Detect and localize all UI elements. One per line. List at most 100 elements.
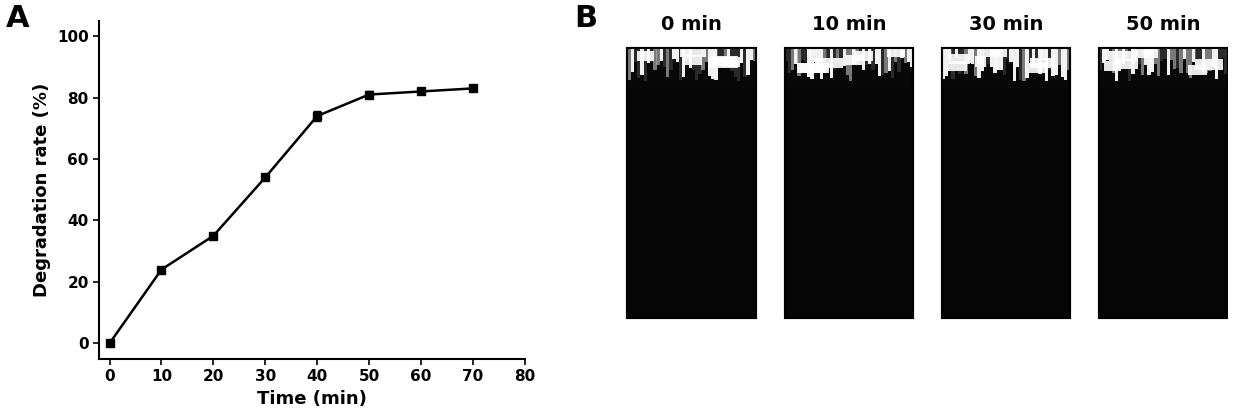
Bar [627,48,756,318]
Bar [683,55,702,65]
Bar [653,48,656,70]
Bar [967,48,971,63]
Bar [1032,48,1035,65]
Bar [898,48,900,72]
Bar [1137,48,1141,64]
Bar [949,54,971,64]
Y-axis label: Degradation rate (%): Degradation rate (%) [33,83,52,297]
Bar [702,48,704,70]
Bar [1019,48,1022,80]
Bar [847,55,862,65]
Bar [973,48,977,75]
Bar [686,48,688,60]
Bar [872,48,874,70]
Bar [1035,48,1038,71]
Bar [1099,88,1228,318]
Bar [975,56,986,67]
Bar [785,48,913,318]
Text: 30 min: 30 min [968,15,1043,34]
Bar [644,48,647,81]
Bar [836,48,839,63]
Bar [858,48,862,59]
Bar [884,48,888,73]
Bar [1118,48,1122,65]
Bar [990,48,993,67]
Bar [811,48,813,79]
Bar [949,61,966,71]
Bar [634,48,637,62]
Bar [785,88,913,318]
Bar [852,48,856,64]
Bar [1202,48,1205,72]
Bar [1099,48,1228,318]
Bar [750,48,753,60]
Bar [801,48,804,60]
Bar [856,48,859,65]
Bar [874,48,878,64]
Bar [890,48,894,78]
Bar [694,48,698,80]
Bar [813,48,817,63]
Bar [660,48,663,61]
Bar [1177,48,1179,68]
Bar [1125,48,1128,60]
Bar [1157,48,1161,76]
Bar [983,48,987,67]
Bar [894,48,898,63]
Bar [1115,48,1118,81]
Bar [1016,48,1019,67]
Bar [640,48,644,75]
Bar [627,48,631,80]
Bar [637,48,641,78]
Bar [787,48,791,73]
Bar [961,48,965,62]
Bar [833,48,836,70]
Bar [1009,48,1013,62]
Bar [945,48,949,76]
Bar [698,48,702,74]
Bar [1195,48,1199,73]
Bar [800,63,828,73]
Bar [1141,48,1145,75]
Bar [1054,48,1058,75]
Bar [720,48,724,66]
Bar [999,48,1003,70]
Bar [712,56,738,66]
Bar [1131,48,1135,75]
Bar [807,48,811,77]
Bar [1058,48,1061,65]
Text: A: A [6,4,30,33]
Bar [1121,48,1125,64]
Bar [1132,48,1158,58]
Bar [820,48,823,79]
Bar [1179,48,1183,73]
Bar [942,48,1070,318]
Bar [1208,48,1211,71]
Bar [942,88,1070,318]
Bar [842,48,846,65]
Bar [1099,48,1102,70]
Bar [910,48,914,67]
Bar [1185,48,1189,73]
Bar [708,58,738,68]
Bar [1003,48,1007,75]
Bar [1205,48,1209,73]
Text: 10 min: 10 min [812,15,887,34]
Bar [985,46,1007,57]
Bar [1188,65,1207,75]
Bar [730,48,734,71]
Bar [1195,59,1223,70]
Bar [797,63,827,73]
Bar [830,48,833,78]
Bar [1192,48,1195,62]
Bar [1068,48,1070,70]
Bar [1112,48,1115,73]
Bar [882,48,884,75]
Bar [846,48,849,75]
Bar [682,48,686,77]
Bar [718,48,720,63]
Bar [676,48,680,62]
Bar [1211,48,1215,67]
Bar [1218,48,1221,60]
Bar [647,48,650,63]
